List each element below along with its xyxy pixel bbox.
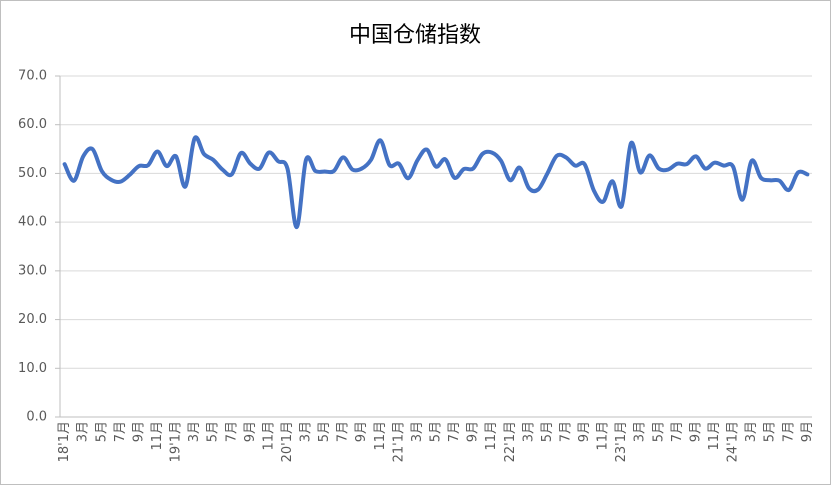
x-tick-label: 3月 <box>521 421 536 442</box>
x-tick-label: 5月 <box>94 421 109 442</box>
x-tick-label: 9月 <box>131 421 146 442</box>
chart-title: 中国仓储指数 <box>349 23 481 48</box>
x-tick-label: 11月 <box>373 421 388 451</box>
y-tick-label: 10.0 <box>18 361 47 376</box>
x-tick-label: 7月 <box>113 421 128 442</box>
y-tick-label: 0.0 <box>26 410 47 425</box>
x-tick-label: 5月 <box>651 421 666 442</box>
y-tick-label: 70.0 <box>18 69 47 84</box>
x-tick-label: 23'1月 <box>614 421 629 462</box>
x-tick-label: 9月 <box>466 421 481 442</box>
x-tick-label: 7月 <box>336 421 351 442</box>
y-tick-label: 40.0 <box>18 215 47 230</box>
x-tick-label: 9月 <box>800 421 815 442</box>
x-tick-label: 9月 <box>243 421 258 442</box>
data-line <box>62 135 810 230</box>
x-tick-label: 11月 <box>261 421 276 451</box>
x-tick-label: 20'1月 <box>280 421 295 462</box>
x-tick-label: 9月 <box>354 421 369 442</box>
x-tick-label: 5月 <box>206 421 221 442</box>
x-tick-label: 11月 <box>484 421 499 451</box>
y-tick-label: 50.0 <box>18 166 47 181</box>
x-tick-label: 3月 <box>187 421 202 442</box>
x-tick-label: 11月 <box>596 421 611 451</box>
x-tick-label: 7月 <box>558 421 573 442</box>
x-tick-label: 22'1月 <box>503 421 518 462</box>
x-tick-label: 3月 <box>76 421 91 442</box>
x-tick-label: 7月 <box>670 421 685 442</box>
x-tick-label: 24'1月 <box>726 421 741 462</box>
x-tick-label: 9月 <box>688 421 703 442</box>
y-tick-label: 30.0 <box>18 263 47 278</box>
x-tick-label: 5月 <box>429 421 444 442</box>
x-tick-label: 7月 <box>447 421 462 442</box>
x-tick-label: 3月 <box>299 421 314 442</box>
x-tick-label: 7月 <box>224 421 239 442</box>
y-tick-label: 60.0 <box>18 117 47 132</box>
x-tick-label: 11月 <box>707 421 722 451</box>
x-tick-label: 9月 <box>577 421 592 442</box>
x-tick-label: 3月 <box>744 421 759 442</box>
x-tick-label: 7月 <box>781 421 796 442</box>
x-tick-label: 5月 <box>317 421 332 442</box>
x-tick-label: 5月 <box>540 421 555 442</box>
x-tick-label: 5月 <box>763 421 778 442</box>
x-tick-label: 11月 <box>150 421 165 451</box>
x-tick-label: 3月 <box>633 421 648 442</box>
x-tick-label: 21'1月 <box>391 421 406 462</box>
y-tick-label: 20.0 <box>18 312 47 327</box>
x-tick-label: 19'1月 <box>169 421 184 462</box>
x-tick-label: 18'1月 <box>57 421 72 462</box>
x-tick-label: 3月 <box>410 421 425 442</box>
